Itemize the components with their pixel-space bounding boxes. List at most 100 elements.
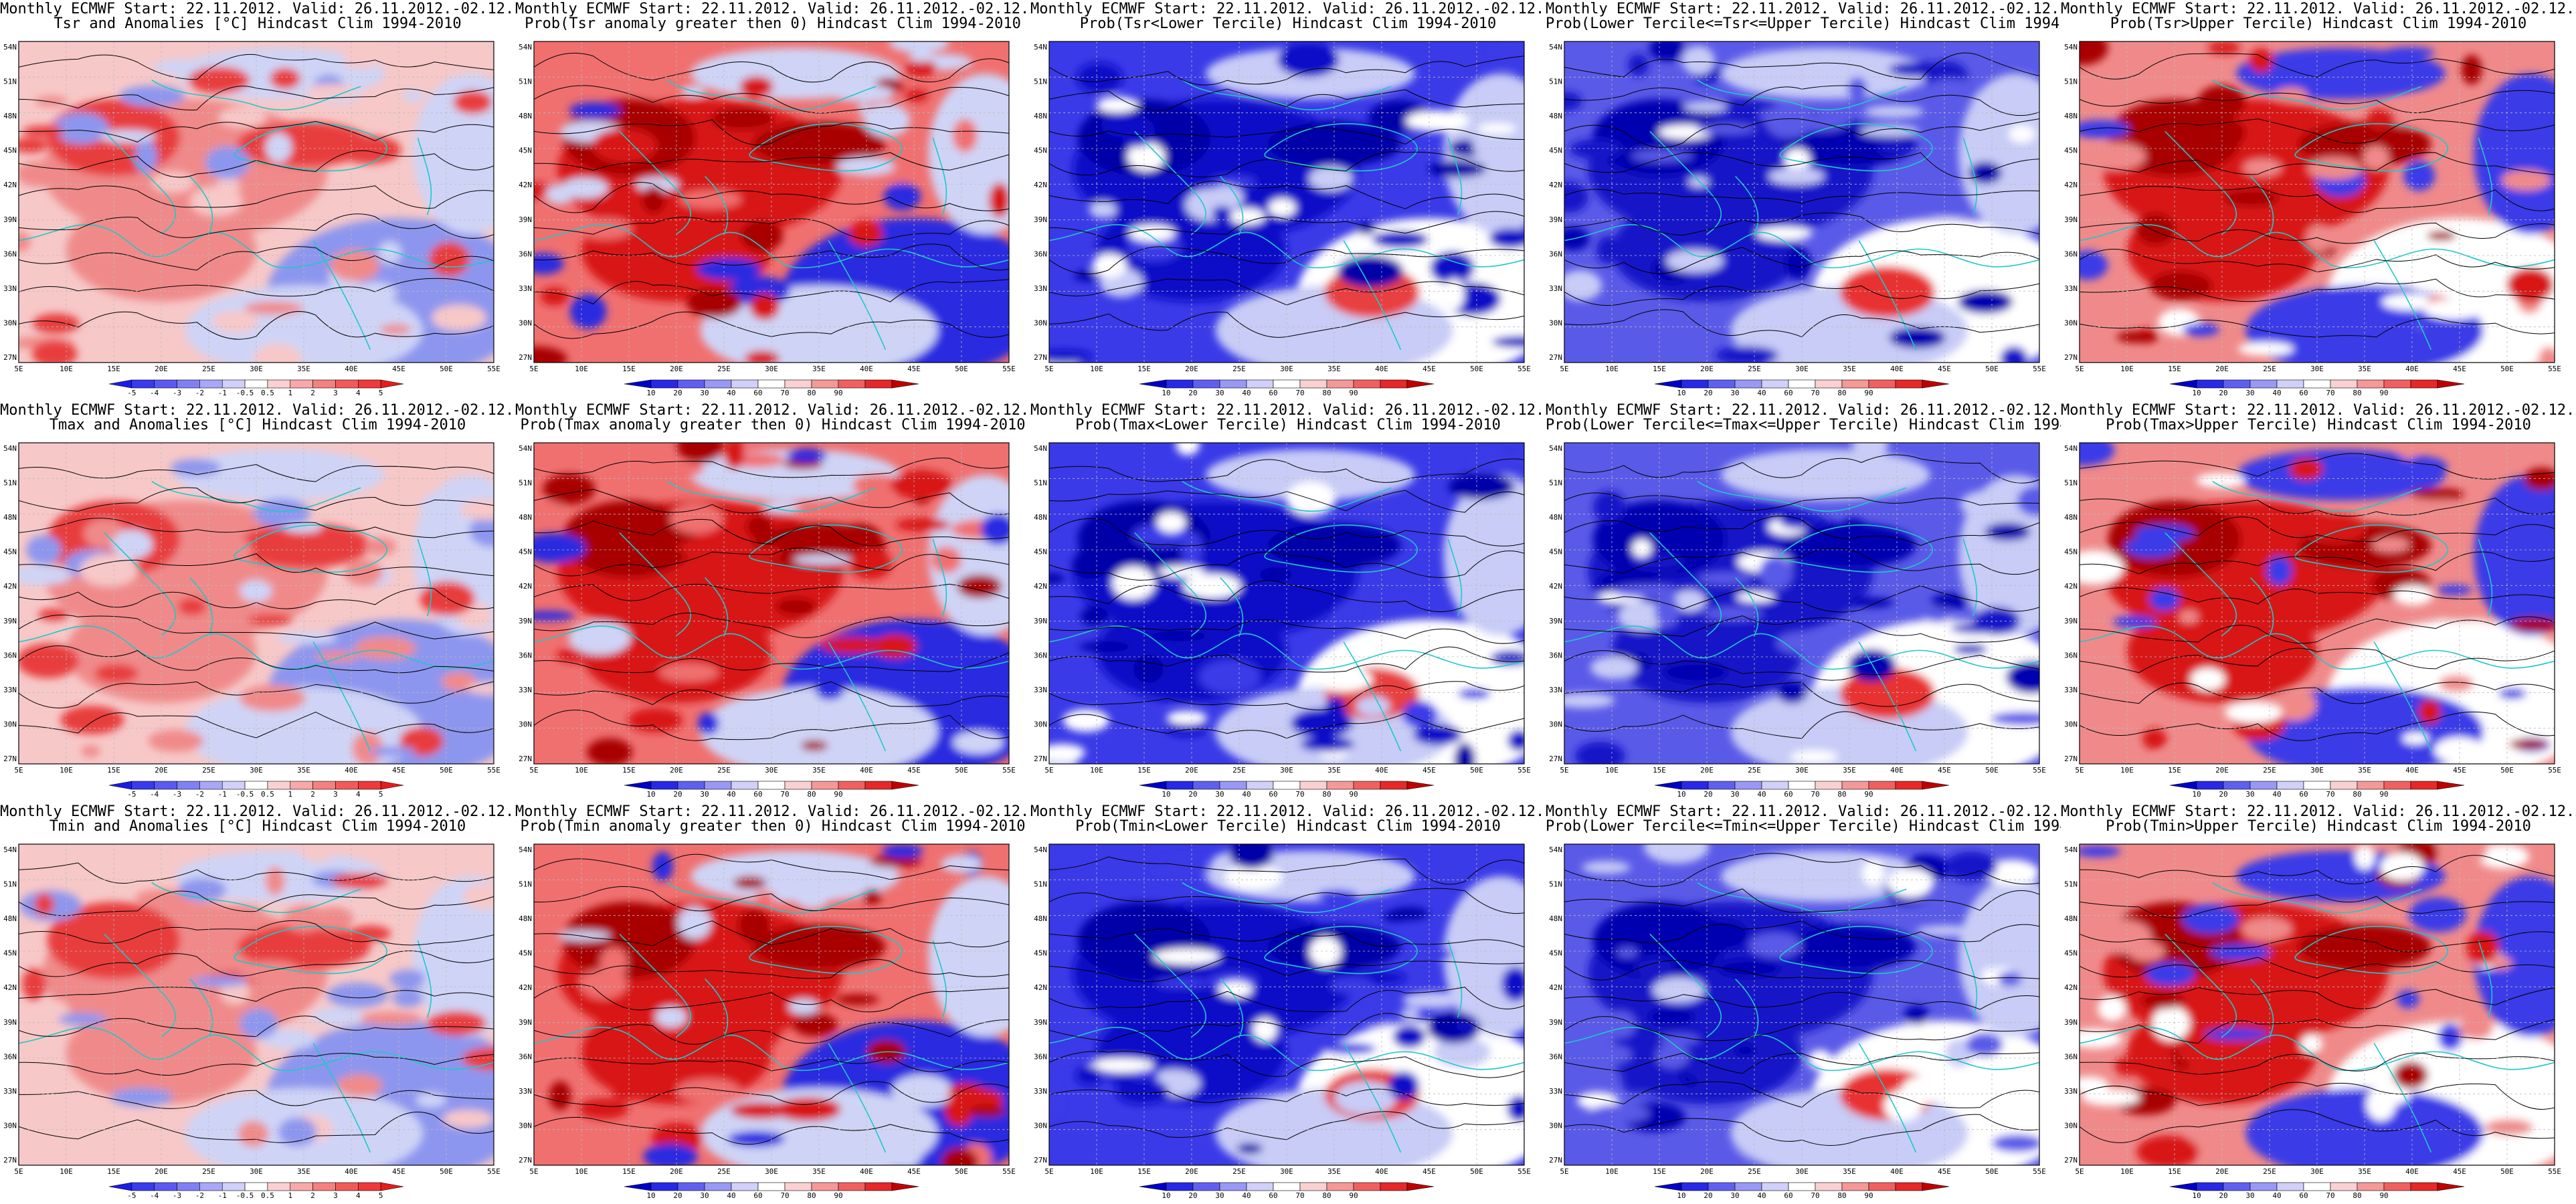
lon-label: 50E — [955, 1167, 968, 1176]
lon-label: 35E — [812, 1167, 826, 1176]
field-speckle — [1147, 631, 1210, 641]
colorbar-label: 30 — [700, 1191, 709, 1200]
lon-label: 50E — [1470, 766, 1483, 775]
lat-label: 33N — [2064, 686, 2078, 694]
field-speckle — [1596, 235, 1619, 264]
field-speckle — [534, 611, 575, 621]
field-region-core-black-sea — [752, 924, 886, 970]
panel-title-line1: Monthly ECMWF Start: 22.11.2012. Valid: … — [0, 803, 515, 820]
lon-label: 20E — [670, 1167, 683, 1176]
lon-label: 10E — [60, 766, 73, 775]
field-speckle — [1569, 138, 1624, 160]
field-speckle — [1313, 667, 1373, 692]
field-region-north — [175, 449, 385, 501]
field-speckle — [2080, 845, 2121, 858]
colorbar-label: 60 — [2299, 389, 2308, 397]
field-speckle — [643, 1143, 698, 1165]
lat-label: 30N — [2064, 1121, 2078, 1130]
panel-tsr-prob-middle: Monthly ECMWF Start: 22.11.2012. Valid: … — [1546, 0, 2061, 401]
contour-line — [534, 52, 1009, 83]
field-speckle — [889, 41, 949, 53]
colorbar-swatch — [1246, 1182, 1274, 1191]
graticule — [19, 443, 494, 764]
colorbar-label: 10 — [2192, 389, 2201, 397]
field-speckle — [1501, 967, 1524, 1001]
lat-label: 48N — [1549, 914, 1562, 923]
colorbar: 10 20 30 40 60 70 80 90 — [1654, 781, 1950, 799]
colorbar-label: -5 — [127, 389, 136, 397]
lon-label: 15E — [107, 766, 120, 775]
graticule — [1049, 41, 1524, 363]
field-speckle — [79, 554, 139, 587]
lat-label: 51N — [519, 479, 532, 488]
panel-tmax-prob-lower: Monthly ECMWF Start: 22.11.2012. Valid: … — [1030, 401, 1546, 803]
colorbar-swatch — [1326, 781, 1354, 790]
field-speckle — [2080, 550, 2124, 585]
colorbar-swatch — [677, 379, 705, 389]
field-speckle — [1080, 606, 1109, 626]
lat-label: 27N — [2064, 353, 2078, 362]
graticule — [534, 41, 1009, 363]
field-speckle — [738, 908, 771, 942]
field-speckle — [2148, 587, 2181, 611]
contour-line — [2080, 186, 2555, 213]
lon-label: 40E — [860, 1167, 873, 1176]
field-speckle — [1904, 1005, 1930, 1025]
lon-label: 15E — [1137, 766, 1151, 775]
field-speckle — [820, 637, 887, 654]
coastline — [619, 933, 692, 1037]
colorbar-swatch — [1681, 781, 1709, 790]
colorbar-label: 30 — [1730, 1191, 1739, 1200]
panel-title-line2: Prob(Tsr<Lower Tercile) Hindcast Clim 19… — [1079, 15, 1497, 32]
colorbar-swatch — [1299, 379, 1327, 389]
field-speckle — [1718, 41, 1774, 50]
colorbar-swatch — [2303, 1182, 2331, 1191]
colorbar-swatch — [1246, 379, 1274, 389]
field-speckle — [569, 102, 622, 118]
field-speckle — [2438, 675, 2474, 692]
lon-label: 30E — [2310, 766, 2324, 775]
field-speckle — [119, 86, 185, 107]
field-region-core-black-sea — [1267, 122, 1401, 167]
colorbar: 10 20 30 40 60 70 80 90 — [2169, 781, 2465, 799]
colorbar-label: 80 — [2353, 1191, 2361, 1200]
field-speckle — [711, 107, 774, 130]
lat-label: 30N — [3, 318, 17, 327]
map-field — [19, 41, 494, 363]
field-speckle — [369, 746, 416, 757]
field-speckle — [786, 448, 827, 463]
field-speckle — [1717, 959, 1781, 977]
field-speckle — [905, 89, 929, 102]
colorbar-swatch — [1406, 781, 1435, 790]
field-speckle — [2243, 159, 2282, 177]
lon-label: 45E — [907, 1167, 921, 1176]
colorbar-swatch — [1353, 1182, 1381, 1191]
panel-title-line2: Prob(Tsr anomaly greater then 0) Hindcas… — [525, 15, 1021, 32]
coastline — [2478, 538, 2493, 617]
colorbar-label: 40 — [1757, 790, 1766, 799]
field-speckle — [1491, 336, 1524, 348]
lon-label: 25E — [2263, 365, 2276, 373]
field-speckle — [2114, 1056, 2142, 1076]
field-speckle — [2176, 1038, 2207, 1063]
colorbar-swatch — [267, 379, 291, 389]
panel-title-line1: Monthly ECMWF Start: 22.11.2012. Valid: … — [0, 1, 515, 17]
field-speckle — [740, 219, 784, 252]
field-speckle — [1156, 857, 1208, 880]
colorbar-swatch — [1219, 781, 1247, 790]
lon-label: 45E — [1938, 766, 1951, 775]
lon-label: 40E — [345, 1167, 358, 1176]
lon-label: 35E — [2358, 766, 2371, 775]
field-speckle — [1735, 1043, 1755, 1058]
coastline — [1858, 1043, 1917, 1153]
lon-label: 30E — [765, 766, 778, 775]
colorbar-swatch — [650, 781, 678, 790]
colorbar-swatch — [199, 379, 223, 389]
colorbar-swatch — [2276, 1182, 2304, 1191]
colorbar-label: 40 — [1242, 389, 1251, 397]
colorbar-label: 2 — [310, 790, 315, 799]
coastline — [666, 882, 877, 914]
lon-label: 15E — [1653, 766, 1666, 775]
map: 54N 51N 48N 45N 42N 39N 36N 33N 30N 27N 5E 10E 15E 20… — [1034, 41, 1531, 397]
contour-line — [2080, 894, 2555, 918]
